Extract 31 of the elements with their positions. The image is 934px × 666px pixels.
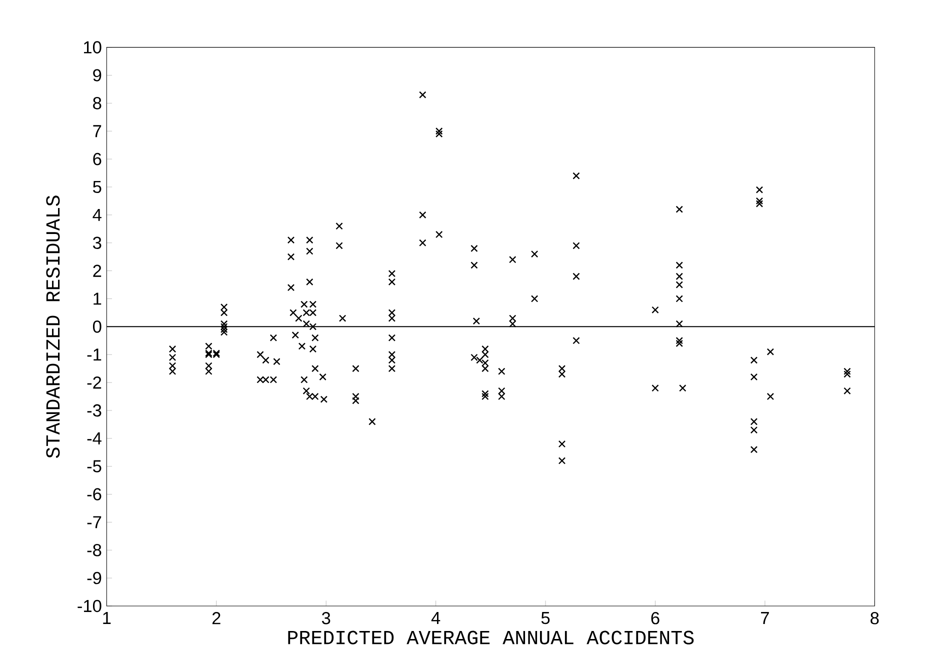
y-tick-label: 3 [92, 236, 102, 249]
y-tick-label: -10 [78, 600, 102, 612]
y-tick-label: 7 [93, 125, 102, 138]
x-tick-label: 4 [431, 612, 440, 624]
y-tick-label: 5 [93, 180, 102, 194]
y-tick-label: 6 [93, 152, 102, 166]
y-tick-label: -8 [87, 544, 102, 556]
x-tick-label: 1 [103, 612, 111, 624]
x-tick-label: 8 [870, 612, 879, 624]
y-tick-label: 9 [93, 69, 102, 82]
y-tick-label: -2 [87, 376, 102, 389]
y-tick-label: -9 [87, 572, 102, 584]
y-tick-label: -3 [87, 404, 102, 417]
y-tick-label: -4 [87, 432, 102, 444]
x-axis-title: PREDICTED AVERAGE ANNUAL ACCIDENTS [288, 630, 694, 644]
y-axis-title: STANDARDIZED RESIDUALS [46, 196, 60, 458]
x-tick-label: 5 [541, 612, 550, 624]
y-tick-label: 4 [92, 208, 102, 221]
y-tick-label: -7 [87, 516, 102, 528]
y-tick-label: -6 [87, 488, 102, 500]
x-tick-label: 7 [761, 612, 769, 624]
x-tick-label: 2 [212, 612, 220, 624]
y-tick-label: 8 [93, 97, 102, 110]
y-tick-label: 10 [84, 41, 102, 54]
y-tick-label: 2 [93, 264, 102, 277]
y-tick-label: 0 [92, 320, 102, 333]
y-tick-label: -5 [87, 460, 102, 472]
x-tick-label: 3 [322, 612, 330, 624]
y-tick-label: 1 [94, 292, 102, 305]
y-tick-label: -1 [87, 348, 102, 361]
x-tick-label: 6 [651, 612, 660, 624]
